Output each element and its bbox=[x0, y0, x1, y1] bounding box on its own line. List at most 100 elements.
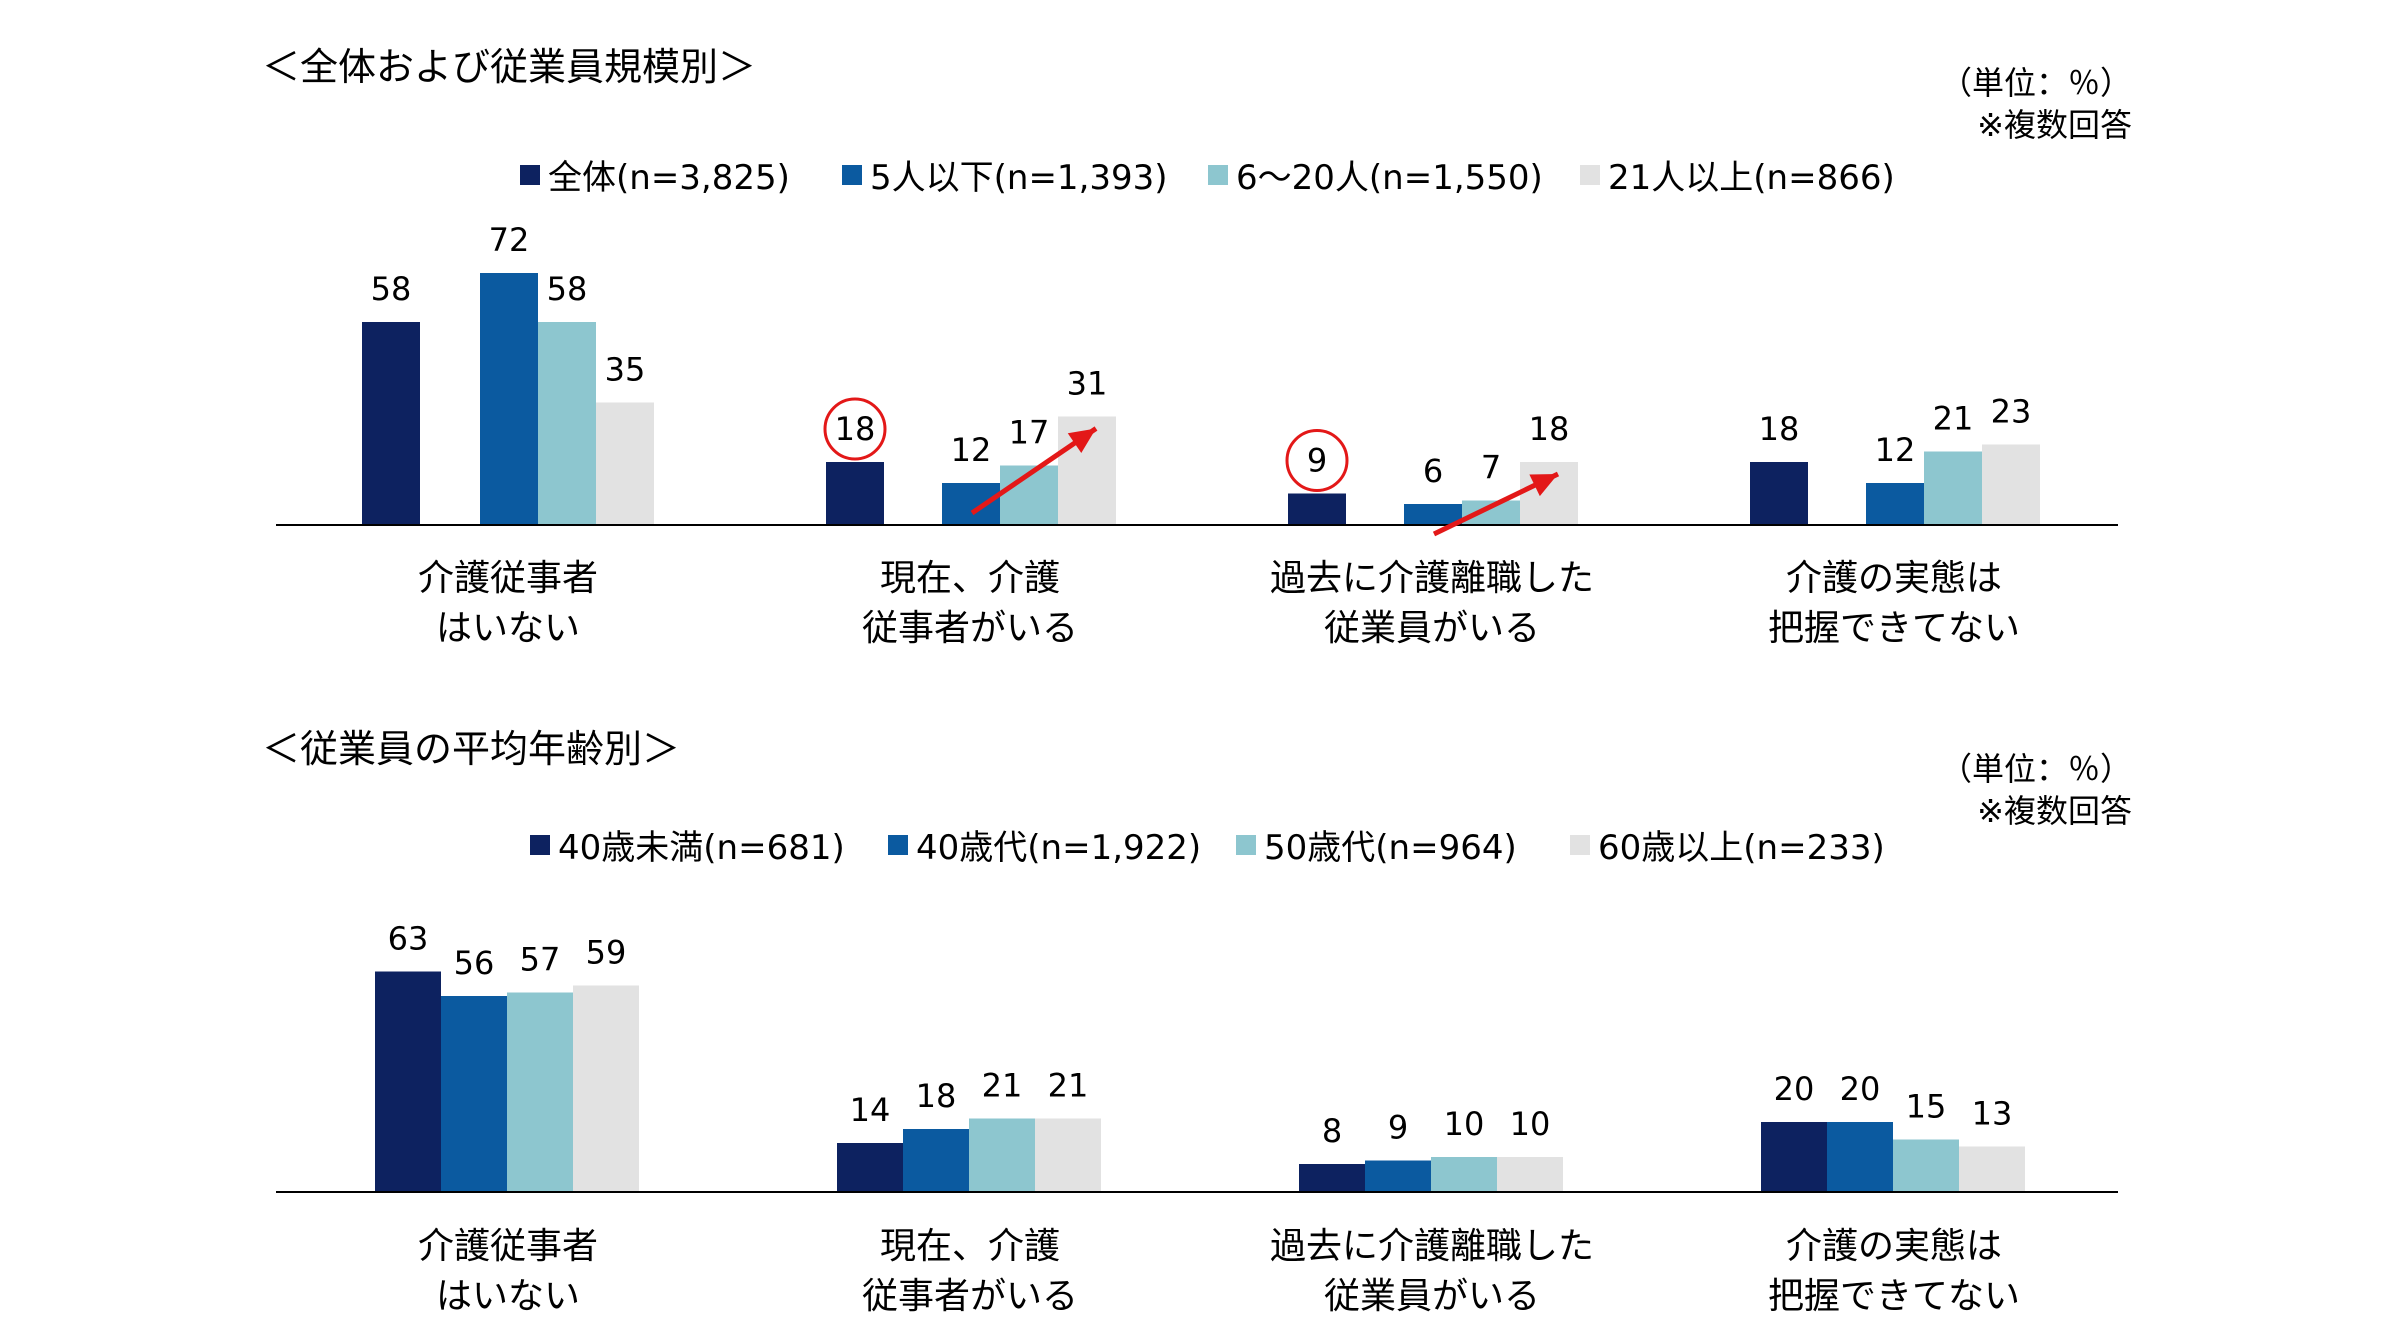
category-label: はいない bbox=[436, 608, 580, 649]
bar bbox=[507, 992, 573, 1192]
category-label: 過去に介護離職した bbox=[1270, 1226, 1594, 1267]
category-label: 従事者がいる bbox=[862, 608, 1078, 649]
data-label: 18 bbox=[1529, 410, 1570, 448]
legend-item-series-3: 60歳以上(n=233) bbox=[1570, 820, 1885, 869]
data-label: 7 bbox=[1481, 449, 1501, 487]
data-label: 58 bbox=[547, 270, 588, 308]
multiple-answer-note: ※複数回答 bbox=[1977, 106, 2132, 144]
category-label: 介護の実態は bbox=[1786, 1226, 2002, 1267]
category-label: 介護の実態は bbox=[1786, 558, 2002, 599]
data-label: 18 bbox=[916, 1077, 957, 1115]
data-label: 9 bbox=[1307, 442, 1327, 480]
data-label: 21 bbox=[1933, 400, 1974, 438]
category-label: 過去に介護離職した bbox=[1270, 558, 1594, 599]
category-label: はいない bbox=[436, 1276, 580, 1317]
legend-item-series-1: 5人以下(n=1,393) bbox=[842, 150, 1168, 199]
legend-label: 21人以上(n=866) bbox=[1608, 158, 1895, 198]
category-label: 介護従事者 bbox=[418, 1226, 598, 1267]
legend-swatch bbox=[1580, 164, 1600, 185]
data-label: 58 bbox=[371, 270, 412, 308]
data-label: 6 bbox=[1423, 452, 1443, 490]
bar bbox=[1761, 1122, 1827, 1192]
unit-note: （単位：％） ※複数回答 bbox=[1940, 62, 2132, 146]
unit-note: （単位：％） ※複数回答 bbox=[1940, 748, 2132, 832]
data-label: 18 bbox=[1759, 410, 1800, 448]
legend-label: 6～20人(n=1,550) bbox=[1236, 158, 1543, 198]
data-label: 17 bbox=[1009, 414, 1050, 452]
unit-label: （単位：％） bbox=[1939, 64, 2132, 102]
category-label: 把握できてない bbox=[1768, 608, 2020, 649]
bar bbox=[1299, 1164, 1365, 1192]
trend-arrow-head bbox=[1529, 474, 1558, 497]
legend-label: 40歳未満(n=681) bbox=[558, 828, 845, 868]
data-label: 14 bbox=[850, 1091, 891, 1129]
data-label: 23 bbox=[1991, 393, 2032, 431]
bar bbox=[1866, 483, 1924, 525]
chart-panel-by-age: ＜従業員の平均年齢別＞ （単位：％） ※複数回答 40歳未満(n=681) 40… bbox=[0, 660, 2392, 1340]
data-label: 56 bbox=[454, 944, 495, 982]
bar bbox=[1893, 1139, 1959, 1192]
bar bbox=[1924, 451, 1982, 525]
data-label: 59 bbox=[586, 934, 627, 972]
data-label: 18 bbox=[835, 410, 876, 448]
legend-swatch bbox=[520, 164, 540, 185]
data-label: 21 bbox=[982, 1067, 1023, 1105]
data-label: 35 bbox=[605, 351, 646, 389]
legend-swatch bbox=[530, 834, 550, 855]
legend-item-series-0: 40歳未満(n=681) bbox=[530, 820, 845, 869]
data-label: 31 bbox=[1067, 365, 1108, 403]
data-label: 57 bbox=[520, 941, 561, 979]
multiple-answer-note: ※複数回答 bbox=[1977, 792, 2132, 830]
legend-swatch bbox=[1208, 164, 1228, 185]
highlight-circle bbox=[823, 397, 887, 461]
data-label: 15 bbox=[1906, 1088, 1947, 1126]
category-label: 現在、介護 bbox=[880, 558, 1060, 599]
data-label: 10 bbox=[1444, 1105, 1485, 1143]
bar bbox=[480, 273, 538, 525]
bar bbox=[573, 985, 639, 1192]
data-label: 63 bbox=[388, 920, 429, 958]
legend-label: 5人以下(n=1,393) bbox=[870, 158, 1168, 198]
bar bbox=[1431, 1157, 1497, 1192]
category-label: 把握できてない bbox=[1768, 1276, 2020, 1317]
bar bbox=[375, 971, 441, 1192]
bar bbox=[1288, 493, 1346, 525]
category-label: 従業員がいる bbox=[1324, 608, 1540, 649]
data-label: 8 bbox=[1322, 1112, 1342, 1150]
chart-title: ＜全体および従業員規模別＞ bbox=[262, 45, 757, 89]
data-label: 9 bbox=[1388, 1109, 1408, 1147]
legend-label: 40歳代(n=1,922) bbox=[916, 828, 1202, 868]
legend-label: 50歳代(n=964) bbox=[1264, 828, 1517, 868]
legend-label: 全体(n=3,825) bbox=[548, 158, 790, 198]
bar bbox=[1035, 1118, 1101, 1192]
bar bbox=[1404, 504, 1462, 525]
bar bbox=[1827, 1122, 1893, 1192]
chart-title: ＜従業員の平均年齢別＞ bbox=[262, 727, 681, 771]
bar bbox=[942, 483, 1000, 525]
unit-label: （単位：％） bbox=[1939, 750, 2132, 788]
legend-swatch bbox=[1236, 834, 1256, 855]
data-label: 13 bbox=[1972, 1095, 2013, 1133]
data-label: 72 bbox=[489, 221, 530, 259]
data-label: 12 bbox=[1875, 431, 1916, 469]
bar bbox=[1520, 462, 1578, 525]
legend-swatch bbox=[842, 164, 862, 185]
bar bbox=[1750, 462, 1808, 525]
data-label: 20 bbox=[1774, 1070, 1815, 1108]
legend-swatch bbox=[888, 834, 908, 855]
legend-item-series-1: 40歳代(n=1,922) bbox=[888, 820, 1201, 869]
bar bbox=[1982, 444, 2040, 525]
legend-item-series-3: 21人以上(n=866) bbox=[1580, 150, 1895, 199]
highlight-circle bbox=[1285, 429, 1349, 492]
category-label: 介護従事者 bbox=[418, 558, 598, 599]
category-label: 従業員がいる bbox=[1324, 1276, 1540, 1317]
bar bbox=[538, 322, 596, 525]
bar bbox=[1497, 1157, 1563, 1192]
bar bbox=[1365, 1160, 1431, 1192]
legend-item-series-2: 6～20人(n=1,550) bbox=[1208, 150, 1543, 199]
bar bbox=[903, 1129, 969, 1192]
category-label: 従事者がいる bbox=[862, 1276, 1078, 1317]
chart-panel-by-size: ＜全体および従業員規模別＞ （単位：％） ※複数回答 全体(n=3,825) 5… bbox=[0, 0, 2392, 660]
